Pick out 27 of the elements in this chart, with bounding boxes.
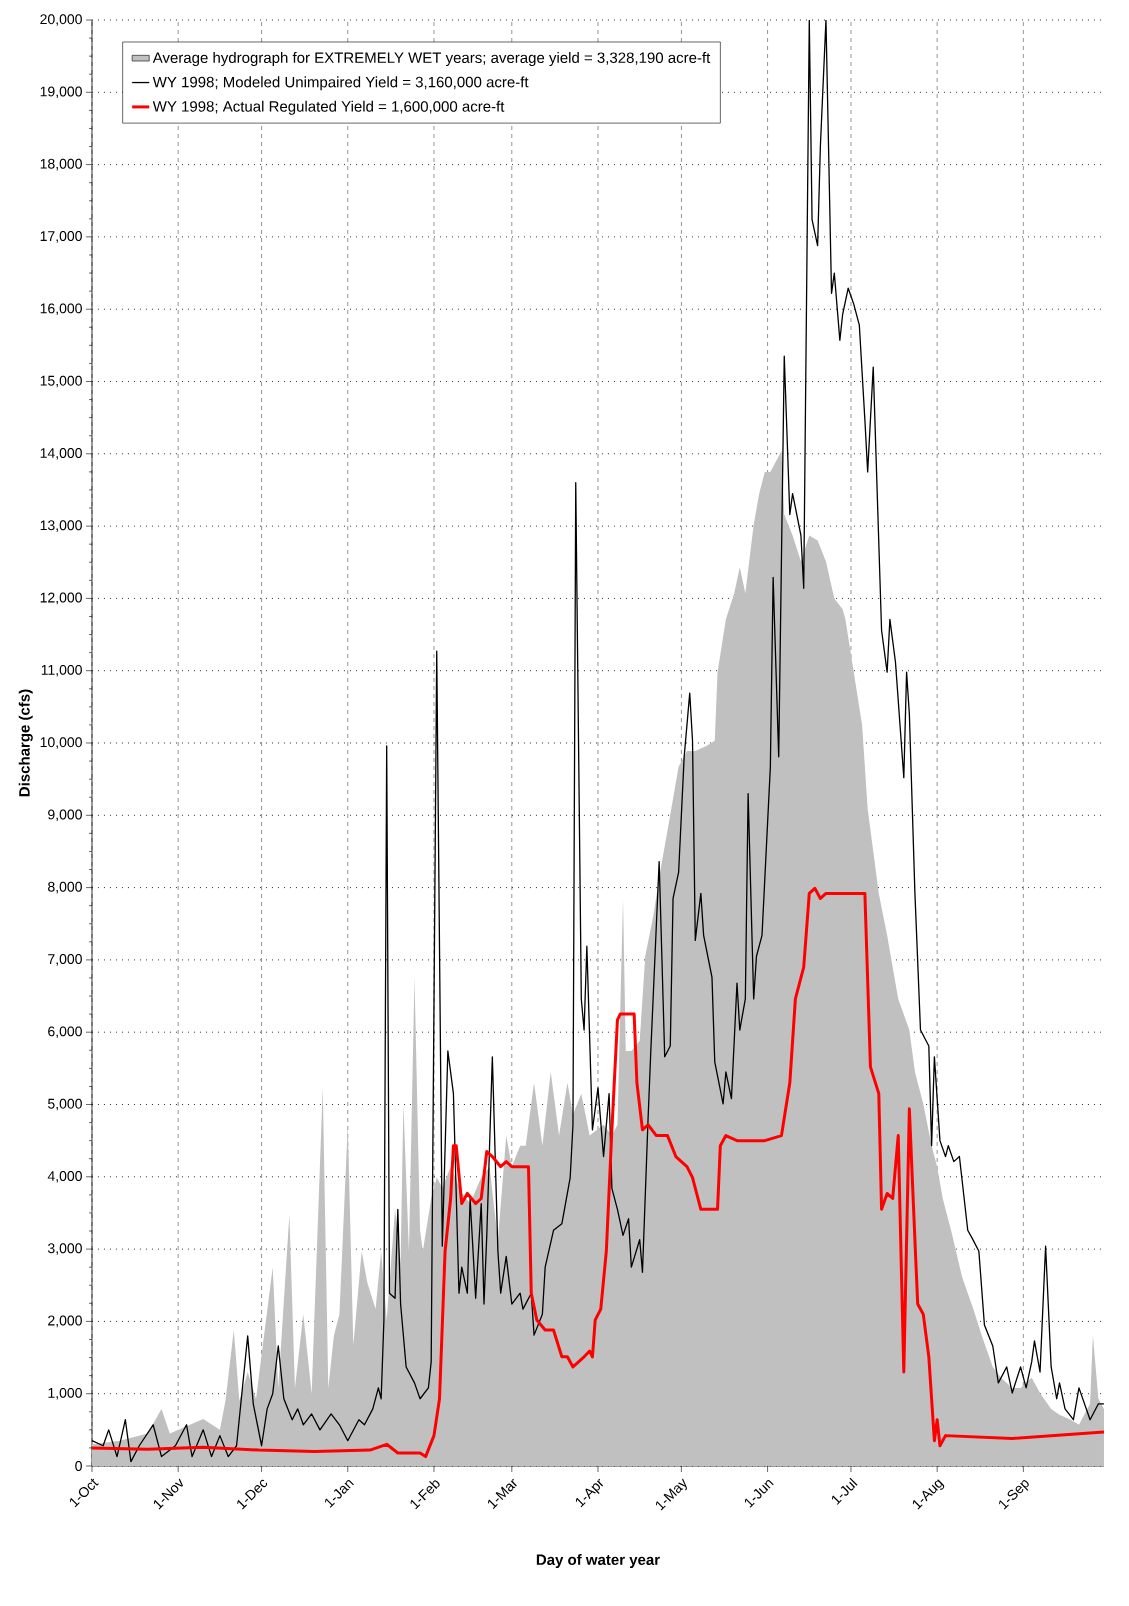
y-tick-label: 9,000 xyxy=(48,809,82,822)
y-tick-label: 1,000 xyxy=(48,1387,82,1400)
y-tick-label: 0 xyxy=(75,1461,82,1471)
legend-label: WY 1998; Modeled Unimpaired Yield = 3,160,000 acre-ft xyxy=(152,76,529,91)
y-tick-label: 18,000 xyxy=(40,158,82,171)
y-tick-label: 8,000 xyxy=(48,881,82,894)
legend-label: Average hydrograph for EXTREMELY WET years; average yield = 3,328,190 acre-ft xyxy=(152,52,711,66)
y-tick-label: 14,000 xyxy=(40,448,82,460)
y-tick-label: 16,000 xyxy=(40,303,82,315)
y-tick-label: 13,000 xyxy=(40,520,82,532)
y-tick-label: 10,000 xyxy=(40,737,82,749)
y-tick-label: 6,000 xyxy=(48,1026,82,1038)
y-tick-label: 20,000 xyxy=(40,14,82,26)
x-axis-title: Day of water year xyxy=(536,1554,660,1568)
y-tick-label: 15,000 xyxy=(40,375,82,388)
legend-label: WY 1998; Actual Regulated Yield = 1,600,000 acre-ft xyxy=(152,100,505,115)
y-tick-label: 19,000 xyxy=(40,86,82,99)
y-tick-label: 2,000 xyxy=(48,1315,82,1328)
y-tick-label: 3,000 xyxy=(47,1243,82,1255)
y-tick-label: 12,000 xyxy=(40,592,82,605)
y-tick-label: 11,000 xyxy=(41,664,82,677)
y-tick-label: 7,000 xyxy=(48,954,82,966)
y-tick-label: 4,000 xyxy=(47,1171,82,1183)
y-tick-label: 5,000 xyxy=(48,1098,82,1111)
y-axis-title: Discharge (cfs) xyxy=(18,689,33,797)
y-tick-label: 17,000 xyxy=(40,231,82,243)
line-series xyxy=(92,20,1104,1463)
